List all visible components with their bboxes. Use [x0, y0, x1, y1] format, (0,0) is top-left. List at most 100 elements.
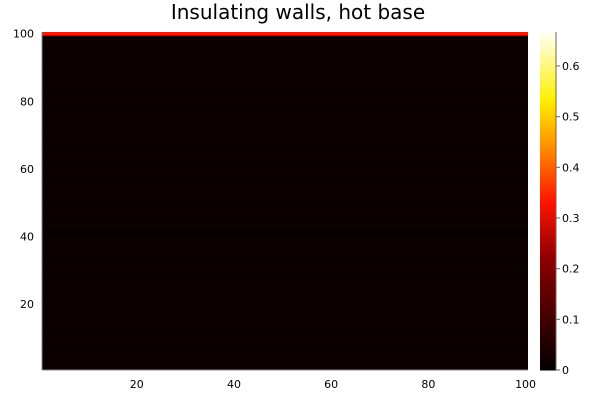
heatmap-row-26: [42, 282, 528, 286]
colorbar-segment: [540, 296, 556, 301]
heatmap-row-48: [42, 207, 528, 212]
heatmap-row-20: [42, 302, 528, 307]
colorbar-segment: [540, 79, 556, 84]
heatmap-row-95: [42, 48, 528, 53]
heatmap-row-59: [42, 170, 528, 175]
colorbar-segment: [540, 364, 556, 368]
colorbar-segment: [540, 268, 556, 272]
colorbar-segment: [540, 198, 556, 202]
colorbar-segment: [540, 175, 556, 179]
colorbar-segment: [540, 341, 556, 346]
colorbar-segment: [540, 327, 556, 332]
colorbar-segment: [540, 139, 556, 143]
heatmap-row-22: [42, 295, 528, 300]
colorbar-segment: [540, 147, 556, 151]
heatmap-row-3: [42, 359, 528, 364]
colorbar-segment: [540, 305, 556, 309]
colorbar-segment: [540, 54, 556, 58]
colorbar-segment: [540, 251, 556, 256]
colorbar-segment: [540, 124, 556, 129]
colorbar-segment: [540, 178, 556, 182]
heatmap-row-30: [42, 268, 528, 273]
colorbar-segment: [540, 88, 556, 92]
colorbar-segment: [540, 184, 556, 188]
colorbar-segment: [540, 48, 556, 53]
colorbar-segment: [540, 330, 556, 334]
colorbar-segment: [540, 62, 556, 67]
colorbar-segment: [540, 347, 556, 351]
heatmap-row-60: [42, 167, 528, 171]
colorbar-segment: [540, 237, 556, 241]
heatmap-row-8: [42, 342, 528, 347]
heatmap-row-31: [42, 265, 528, 269]
heatmap-row-70: [42, 133, 528, 138]
heatmap-row-63: [42, 157, 528, 161]
colorbar-segment: [540, 229, 556, 233]
colorbar-segment: [540, 192, 556, 196]
heatmap-row-56: [42, 180, 528, 185]
colorbar-segment: [540, 248, 556, 253]
colorbar-segment: [540, 279, 556, 284]
colorbar-tick-label: 0.4: [562, 161, 580, 174]
heatmap-row-97: [42, 42, 528, 46]
colorbar-segment: [540, 257, 556, 261]
heatmap-row-14: [42, 322, 528, 327]
colorbar-segment: [540, 46, 556, 50]
heatmap-row-51: [42, 197, 528, 202]
colorbar-segment: [540, 110, 556, 115]
colorbar-segment: [540, 288, 556, 292]
colorbar-segment: [540, 243, 556, 247]
heatmap-row-89: [42, 69, 528, 73]
heatmap-row-6: [42, 349, 528, 354]
colorbar-segment: [540, 220, 556, 225]
heatmap-row-27: [42, 278, 528, 283]
colorbar-segment: [540, 99, 556, 103]
colorbar-segment: [540, 293, 556, 298]
heatmap-row-38: [42, 241, 528, 246]
heatmap-row-45: [42, 217, 528, 222]
heatmap-row-40: [42, 234, 528, 239]
heatmap-row-10: [42, 336, 528, 340]
colorbar-segment: [540, 262, 556, 267]
heatmap-row-88: [42, 72, 528, 77]
x-tick-label: 40: [227, 378, 241, 391]
colorbar-segment: [540, 234, 556, 239]
heatmap-row-7: [42, 346, 528, 351]
colorbar-segment: [540, 195, 556, 199]
colorbar-segment: [540, 206, 556, 210]
heatmap-row-52: [42, 194, 528, 198]
colorbar-segment: [540, 170, 556, 174]
colorbar-segment: [540, 172, 556, 177]
colorbar-segment: [540, 65, 556, 70]
colorbar-segment: [540, 271, 556, 275]
heatmap-row-73: [42, 123, 528, 127]
colorbar-segment: [540, 144, 556, 148]
heatmap-row-32: [42, 261, 528, 266]
colorbar-segment: [540, 113, 556, 117]
colorbar-segment: [540, 85, 556, 89]
colorbar-segment: [540, 215, 556, 219]
heatmap-row-50: [42, 201, 528, 205]
heatmap-row-83: [42, 89, 528, 94]
colorbar-segment: [540, 74, 556, 78]
colorbar-segment: [540, 102, 556, 106]
colorbar-segment: [540, 161, 556, 165]
colorbar-tick-label: 0.2: [562, 263, 580, 276]
colorbar-segment: [540, 212, 556, 216]
heatmap-row-72: [42, 126, 528, 131]
colorbar-segment: [540, 339, 556, 343]
heatmap-row-62: [42, 160, 528, 165]
colorbar-segment: [540, 282, 556, 286]
axes: 20 40 60 80 100 20 40 60 80 100: [13, 28, 536, 391]
colorbar-segment: [540, 353, 556, 357]
heatmap-row-44: [42, 221, 528, 225]
heatmap-row-92: [42, 59, 528, 63]
heatmap-row-57: [42, 177, 528, 182]
heatmap-row-5: [42, 353, 528, 357]
colorbar-segment: [540, 91, 556, 95]
heatmap-row-29: [42, 271, 528, 276]
colorbar-segment: [540, 133, 556, 137]
heatmap-row-54: [42, 187, 528, 192]
colorbar-segment: [540, 141, 556, 146]
